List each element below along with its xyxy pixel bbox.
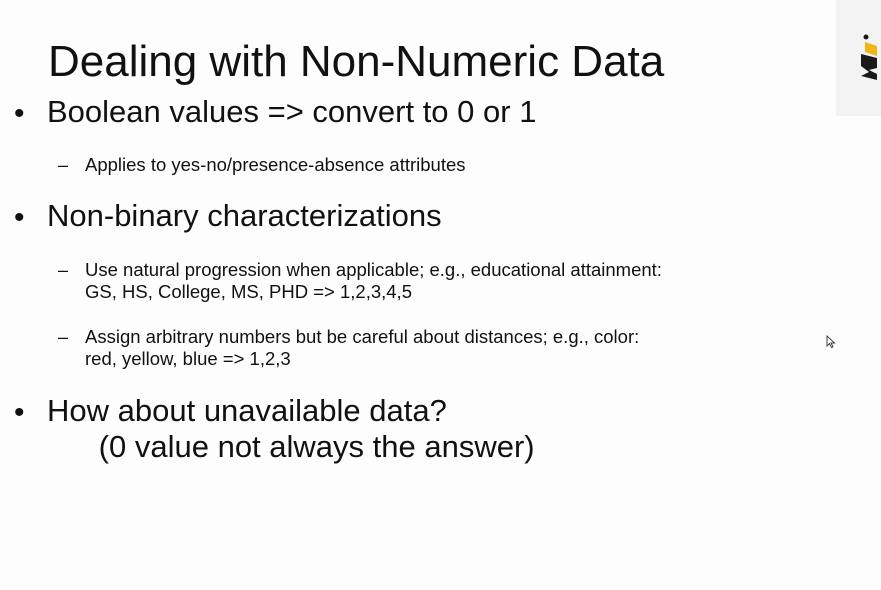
sub-bullet-marker: – (58, 260, 69, 280)
bullet-text: Non-binary characterizations (47, 198, 442, 233)
bullet-text: Boolean values => convert to 0 or 1 (47, 94, 537, 129)
sub-bullet-text: Assign arbitrary numbers but be careful … (85, 326, 640, 369)
sub-bullet-text: Applies to yes-no/presence-absence attri… (85, 154, 466, 175)
mouse-pointer-icon (826, 334, 836, 354)
sub-bullet-marker: – (58, 155, 69, 175)
sub-bullet-text: Use natural progression when applicable;… (85, 259, 662, 302)
sub-bullet-marker: – (58, 327, 69, 347)
bullet-text: How about unavailable data? (0 value not… (47, 393, 535, 464)
bullet-marker: • (14, 396, 25, 429)
bullet-marker: • (14, 97, 25, 130)
bullet-marker: • (14, 201, 25, 234)
slide-title: Dealing with Non-Numeric Data (48, 37, 665, 86)
brand-logo-icon (836, 0, 881, 116)
